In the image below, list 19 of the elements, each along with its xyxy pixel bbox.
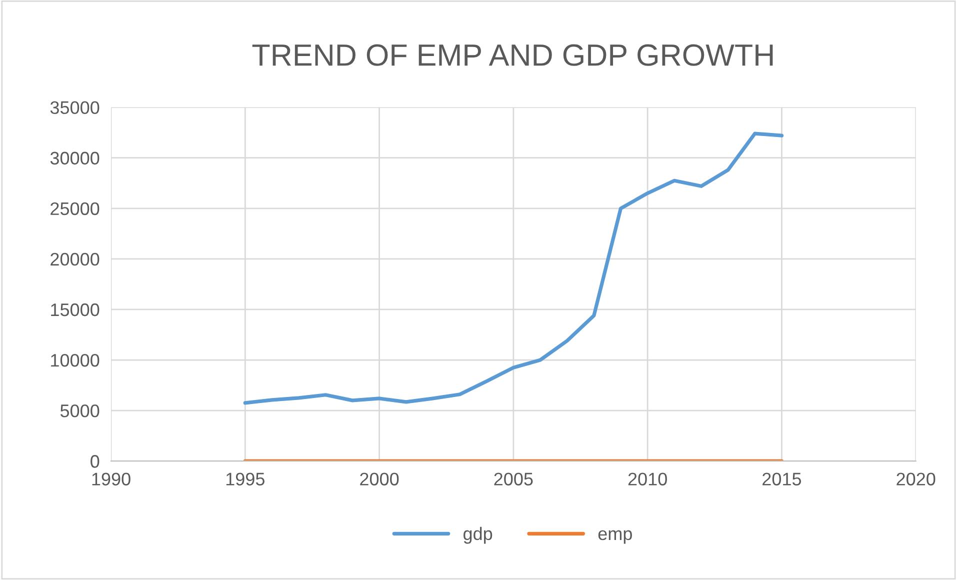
x-tick-label: 2015 [762,472,802,486]
legend-label: emp [598,530,632,544]
y-tick-label: 10000 [51,354,100,367]
y-tick-label: 15000 [51,303,100,316]
x-tick-label: 1990 [92,472,130,486]
y-tick-label: 20000 [50,252,100,266]
y-tick-label: 0 [90,455,100,468]
x-tick-label: 2010 [628,472,667,486]
y-tick-label: 35000 [50,101,100,114]
line-series [243,132,784,405]
x-tick-label: 2005 [494,472,533,486]
x-tick-label: 2000 [360,472,399,486]
y-tick-label: 30000 [50,152,100,165]
y-tick-label: 5000 [60,404,100,418]
chart-title: TREND OF EMP AND GDP GROWTH [252,44,773,66]
x-tick-label: 1995 [226,472,264,486]
y-tick-label: 25000 [50,202,100,216]
x-tick-label: 2020 [896,472,936,486]
legend-label: gdp [464,526,492,544]
